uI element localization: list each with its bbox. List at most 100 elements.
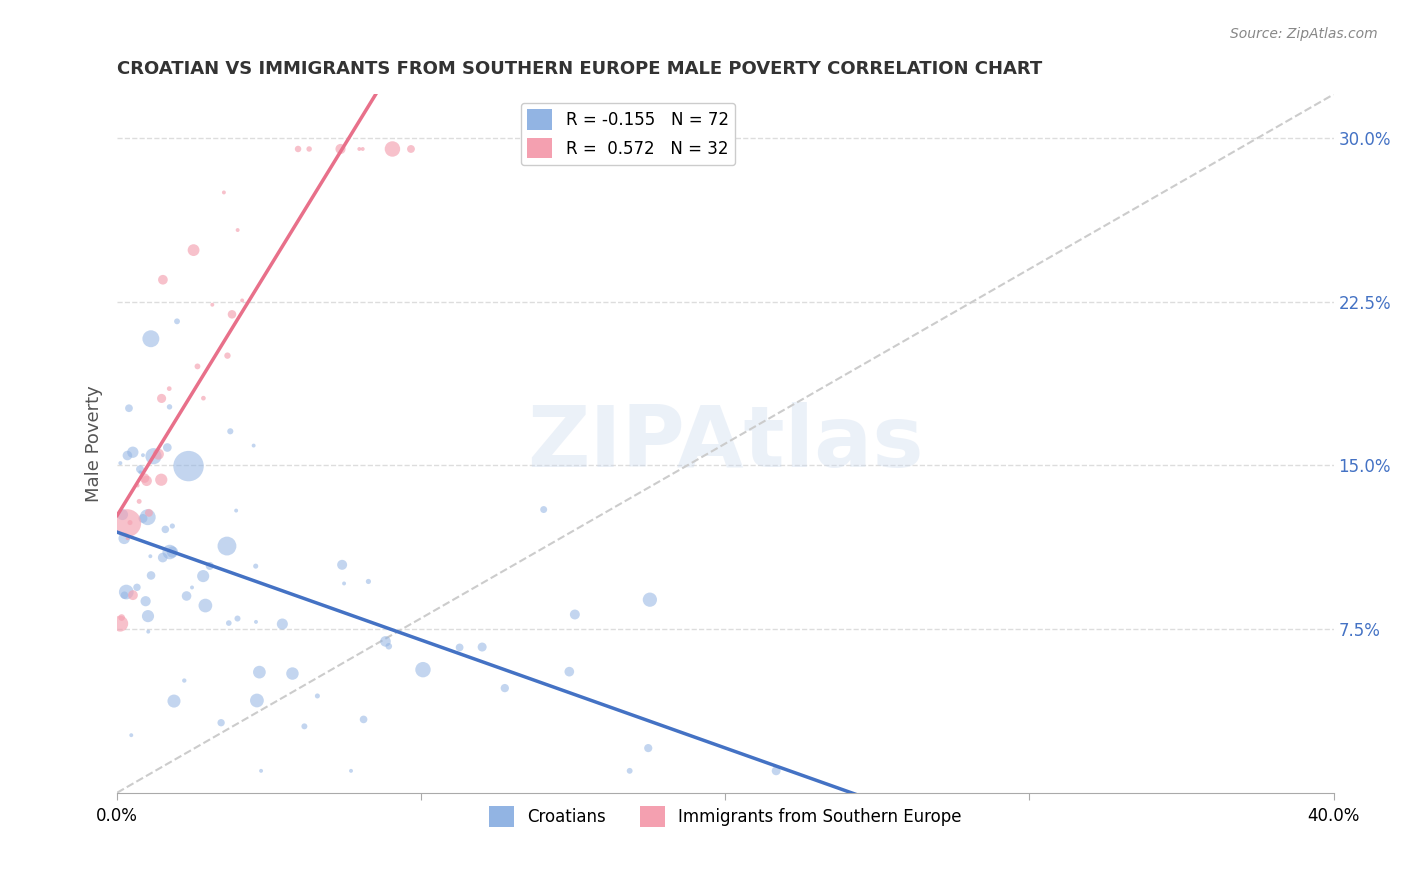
Point: [176, 589, 198, 603]
Point: [637, 741, 659, 756]
Point: [292, 719, 315, 733]
Point: [142, 449, 165, 463]
Point: [330, 558, 353, 572]
Point: [152, 550, 174, 565]
Point: [357, 574, 380, 589]
Point: [378, 639, 401, 653]
Point: [399, 142, 422, 156]
Point: [138, 506, 160, 520]
Point: [329, 142, 352, 156]
Point: [150, 392, 173, 406]
Point: [193, 569, 215, 583]
Point: [298, 142, 321, 156]
Point: [246, 693, 269, 707]
Point: [333, 576, 356, 591]
Point: [125, 580, 148, 594]
Point: [163, 694, 186, 708]
Point: [353, 713, 375, 727]
Point: [120, 728, 142, 742]
Point: [155, 522, 177, 536]
Point: [111, 610, 134, 624]
Point: [226, 611, 249, 625]
Point: [148, 447, 170, 461]
Point: [127, 478, 149, 492]
Point: [281, 666, 304, 681]
Point: [173, 673, 195, 688]
Point: [638, 592, 661, 607]
Point: [150, 473, 173, 487]
Point: [412, 663, 434, 677]
Point: [183, 243, 205, 257]
Point: [231, 293, 253, 308]
Point: [181, 581, 204, 595]
Point: [166, 314, 188, 328]
Point: [118, 516, 141, 530]
Point: [186, 359, 208, 374]
Point: [226, 223, 249, 237]
Point: [112, 532, 135, 546]
Y-axis label: Male Poverty: Male Poverty: [86, 385, 103, 502]
Point: [129, 462, 152, 476]
Point: [110, 616, 132, 631]
Point: [250, 764, 273, 778]
Point: [135, 474, 157, 488]
Point: [117, 516, 139, 530]
Legend: Croatians, Immigrants from Southern Europe: Croatians, Immigrants from Southern Euro…: [482, 799, 969, 833]
Point: [340, 764, 363, 778]
Text: CROATIAN VS IMMIGRANTS FROM SOUTHERN EUROPE MALE POVERTY CORRELATION CHART: CROATIAN VS IMMIGRANTS FROM SOUTHERN EUR…: [117, 60, 1042, 78]
Point: [218, 616, 240, 631]
Point: [201, 298, 224, 312]
Point: [118, 401, 141, 416]
Point: [212, 186, 235, 200]
Point: [162, 545, 184, 559]
Point: [139, 332, 162, 346]
Text: Source: ZipAtlas.com: Source: ZipAtlas.com: [1230, 27, 1378, 41]
Text: 40.0%: 40.0%: [1308, 806, 1360, 824]
Point: [242, 439, 264, 453]
Point: [765, 764, 787, 778]
Point: [374, 634, 396, 648]
Point: [381, 142, 404, 156]
Point: [162, 519, 184, 533]
Point: [198, 558, 221, 573]
Point: [193, 391, 215, 405]
Point: [135, 594, 157, 608]
Point: [471, 640, 494, 654]
Point: [221, 307, 243, 321]
Point: [307, 689, 329, 703]
Point: [159, 545, 181, 559]
Point: [564, 607, 586, 622]
Point: [209, 715, 232, 730]
Point: [132, 448, 155, 462]
Point: [128, 494, 150, 508]
Point: [115, 585, 138, 599]
Point: [247, 665, 270, 680]
Point: [139, 549, 162, 564]
Point: [177, 459, 200, 474]
Point: [558, 665, 581, 679]
Point: [139, 568, 162, 582]
Text: 0.0%: 0.0%: [96, 806, 138, 824]
Point: [449, 640, 471, 655]
Point: [117, 531, 139, 545]
Point: [110, 456, 132, 470]
Point: [156, 441, 179, 455]
Point: [245, 559, 267, 574]
Point: [112, 588, 135, 602]
Point: [349, 142, 371, 156]
Point: [225, 503, 247, 517]
Point: [157, 382, 180, 396]
Point: [121, 445, 143, 459]
Point: [194, 599, 217, 613]
Point: [136, 609, 159, 624]
Point: [129, 466, 152, 480]
Point: [219, 425, 242, 439]
Point: [117, 449, 139, 463]
Point: [159, 400, 181, 414]
Point: [136, 624, 159, 639]
Point: [215, 539, 238, 553]
Point: [352, 142, 374, 156]
Point: [494, 681, 516, 695]
Point: [217, 349, 239, 363]
Point: [152, 273, 174, 287]
